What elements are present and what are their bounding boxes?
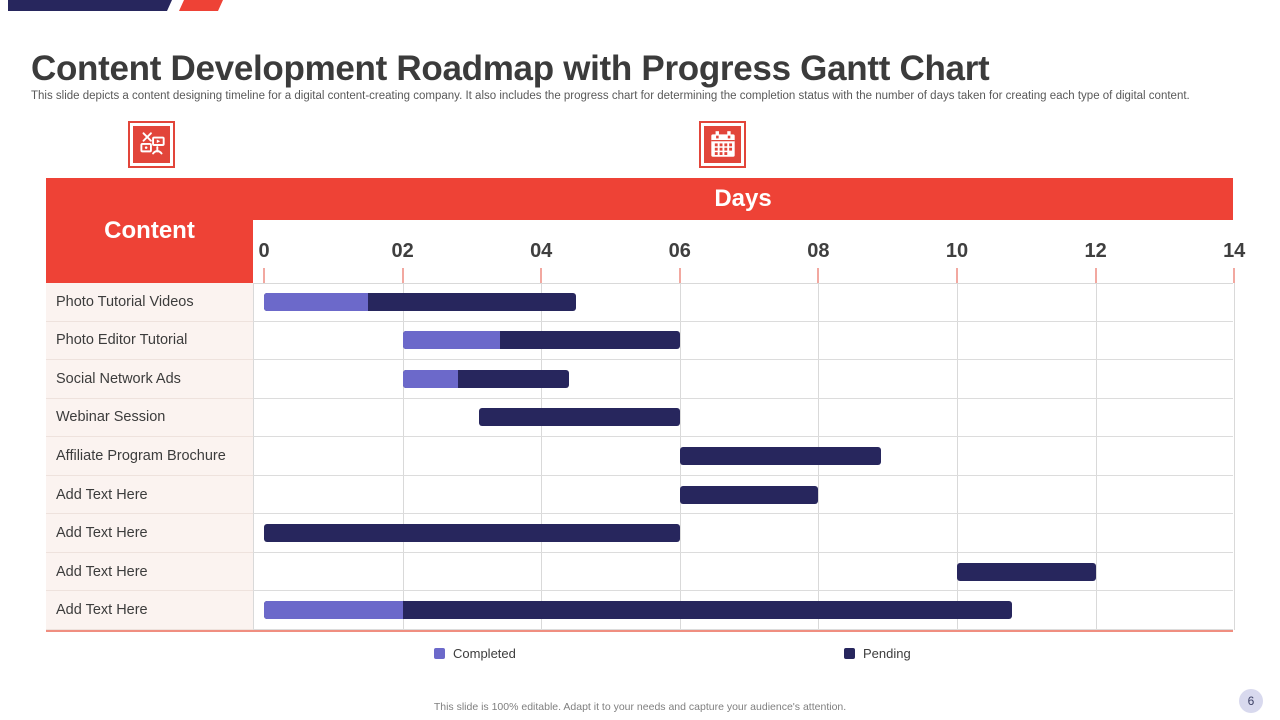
task-label: Photo Editor Tutorial (46, 321, 253, 361)
task-label-placeholder[interactable]: Add Text Here (46, 514, 253, 553)
gantt-row (253, 360, 1233, 399)
gantt-row (253, 553, 1233, 592)
grid-line-vertical (1095, 283, 1097, 630)
gantt-row (253, 437, 1233, 476)
gantt-row (253, 476, 1233, 515)
content-creation-icon (128, 121, 175, 168)
gantt-row (253, 283, 1233, 322)
task-label: Social Network Ads (46, 360, 253, 399)
slide-footer-note: This slide is 100% editable. Adapt it to… (433, 701, 847, 713)
calendar-icon (699, 121, 746, 168)
axis-tick-label: 06 (668, 240, 691, 262)
gantt-bar-completed (402, 331, 500, 350)
content-creation-icon-glyph (133, 126, 170, 163)
table-bottom-line (46, 630, 1233, 632)
task-label: Affiliate Program Brochure (46, 437, 253, 476)
gantt-row (253, 399, 1233, 438)
header-decor-navy-bar (8, 0, 172, 11)
days-header-label: Days (714, 185, 772, 212)
calendar-icon-glyph (704, 126, 741, 163)
slide-subtitle: This slide depicts a content designing t… (31, 89, 1190, 102)
gantt-row (253, 591, 1233, 630)
gantt-bar-completed (264, 292, 368, 311)
content-column-header: Content (46, 178, 253, 283)
gantt-bar-pending (264, 601, 1013, 620)
grid-line-vertical (1234, 283, 1236, 630)
page-number-badge: 6 (1239, 689, 1263, 713)
grid-line-vertical (541, 283, 543, 630)
gantt-axis-row: 0 02 04 06 08 10 12 14 (253, 220, 1245, 283)
gantt-row (253, 322, 1233, 361)
grid-line-vertical (402, 283, 404, 630)
axis-tick-label: 02 (391, 240, 414, 262)
axis-tick-mark (540, 268, 543, 283)
axis-tick-mark (956, 268, 958, 283)
task-label: Webinar Session (46, 398, 253, 438)
axis-tick-label: 12 (1084, 240, 1107, 262)
axis-tick-label: 10 (945, 240, 969, 262)
header-decor-red-bar (179, 0, 223, 11)
task-label: Photo Tutorial Videos (46, 283, 253, 322)
task-label-placeholder[interactable]: Add Text Here (46, 591, 253, 630)
gantt-bar-pending (679, 485, 819, 504)
legend-item-completed: Completed (434, 646, 516, 661)
axis-tick-label: 04 (530, 240, 553, 262)
grid-line-horizontal (253, 283, 1233, 284)
axis-tick-label: 14 (1223, 240, 1246, 262)
task-label-placeholder[interactable]: Add Text Here (46, 552, 253, 592)
page-title: Content Development Roadmap with Progres… (31, 49, 990, 89)
gantt-bar-pending (957, 562, 1096, 581)
task-label-placeholder[interactable]: Add Text Here (46, 475, 253, 515)
axis-tick-mark (1094, 268, 1097, 283)
gantt-chart-table: Content Days 0 02 04 06 08 10 12 14 Photo Tutor… (46, 178, 1245, 634)
grid-line-vertical (957, 283, 958, 630)
gantt-bar-pending (264, 292, 576, 311)
legend-label-pending: Pending (863, 646, 911, 661)
gantt-bar-pending (402, 331, 680, 350)
grid-line-vertical (253, 283, 254, 630)
gantt-bar-pending (264, 524, 680, 543)
legend-item-pending: Pending (844, 646, 911, 661)
gantt-row (253, 514, 1233, 553)
axis-tick-mark (401, 268, 404, 283)
axis-tick-mark (1233, 268, 1236, 283)
gantt-bar-completed (402, 369, 459, 388)
axis-tick-mark (817, 268, 820, 283)
legend-label-completed: Completed (453, 646, 516, 661)
completed-swatch-icon (434, 648, 445, 659)
axis-tick-mark (678, 268, 681, 283)
axis-tick-mark (263, 268, 265, 283)
axis-tick-label: 0 (258, 240, 270, 262)
gantt-bar-pending (679, 446, 881, 465)
gantt-bar-pending (478, 408, 680, 427)
pending-swatch-icon (844, 648, 855, 659)
axis-tick-label: 08 (807, 240, 830, 262)
gantt-bar-pending (402, 369, 569, 388)
gantt-bar-completed (264, 601, 403, 620)
